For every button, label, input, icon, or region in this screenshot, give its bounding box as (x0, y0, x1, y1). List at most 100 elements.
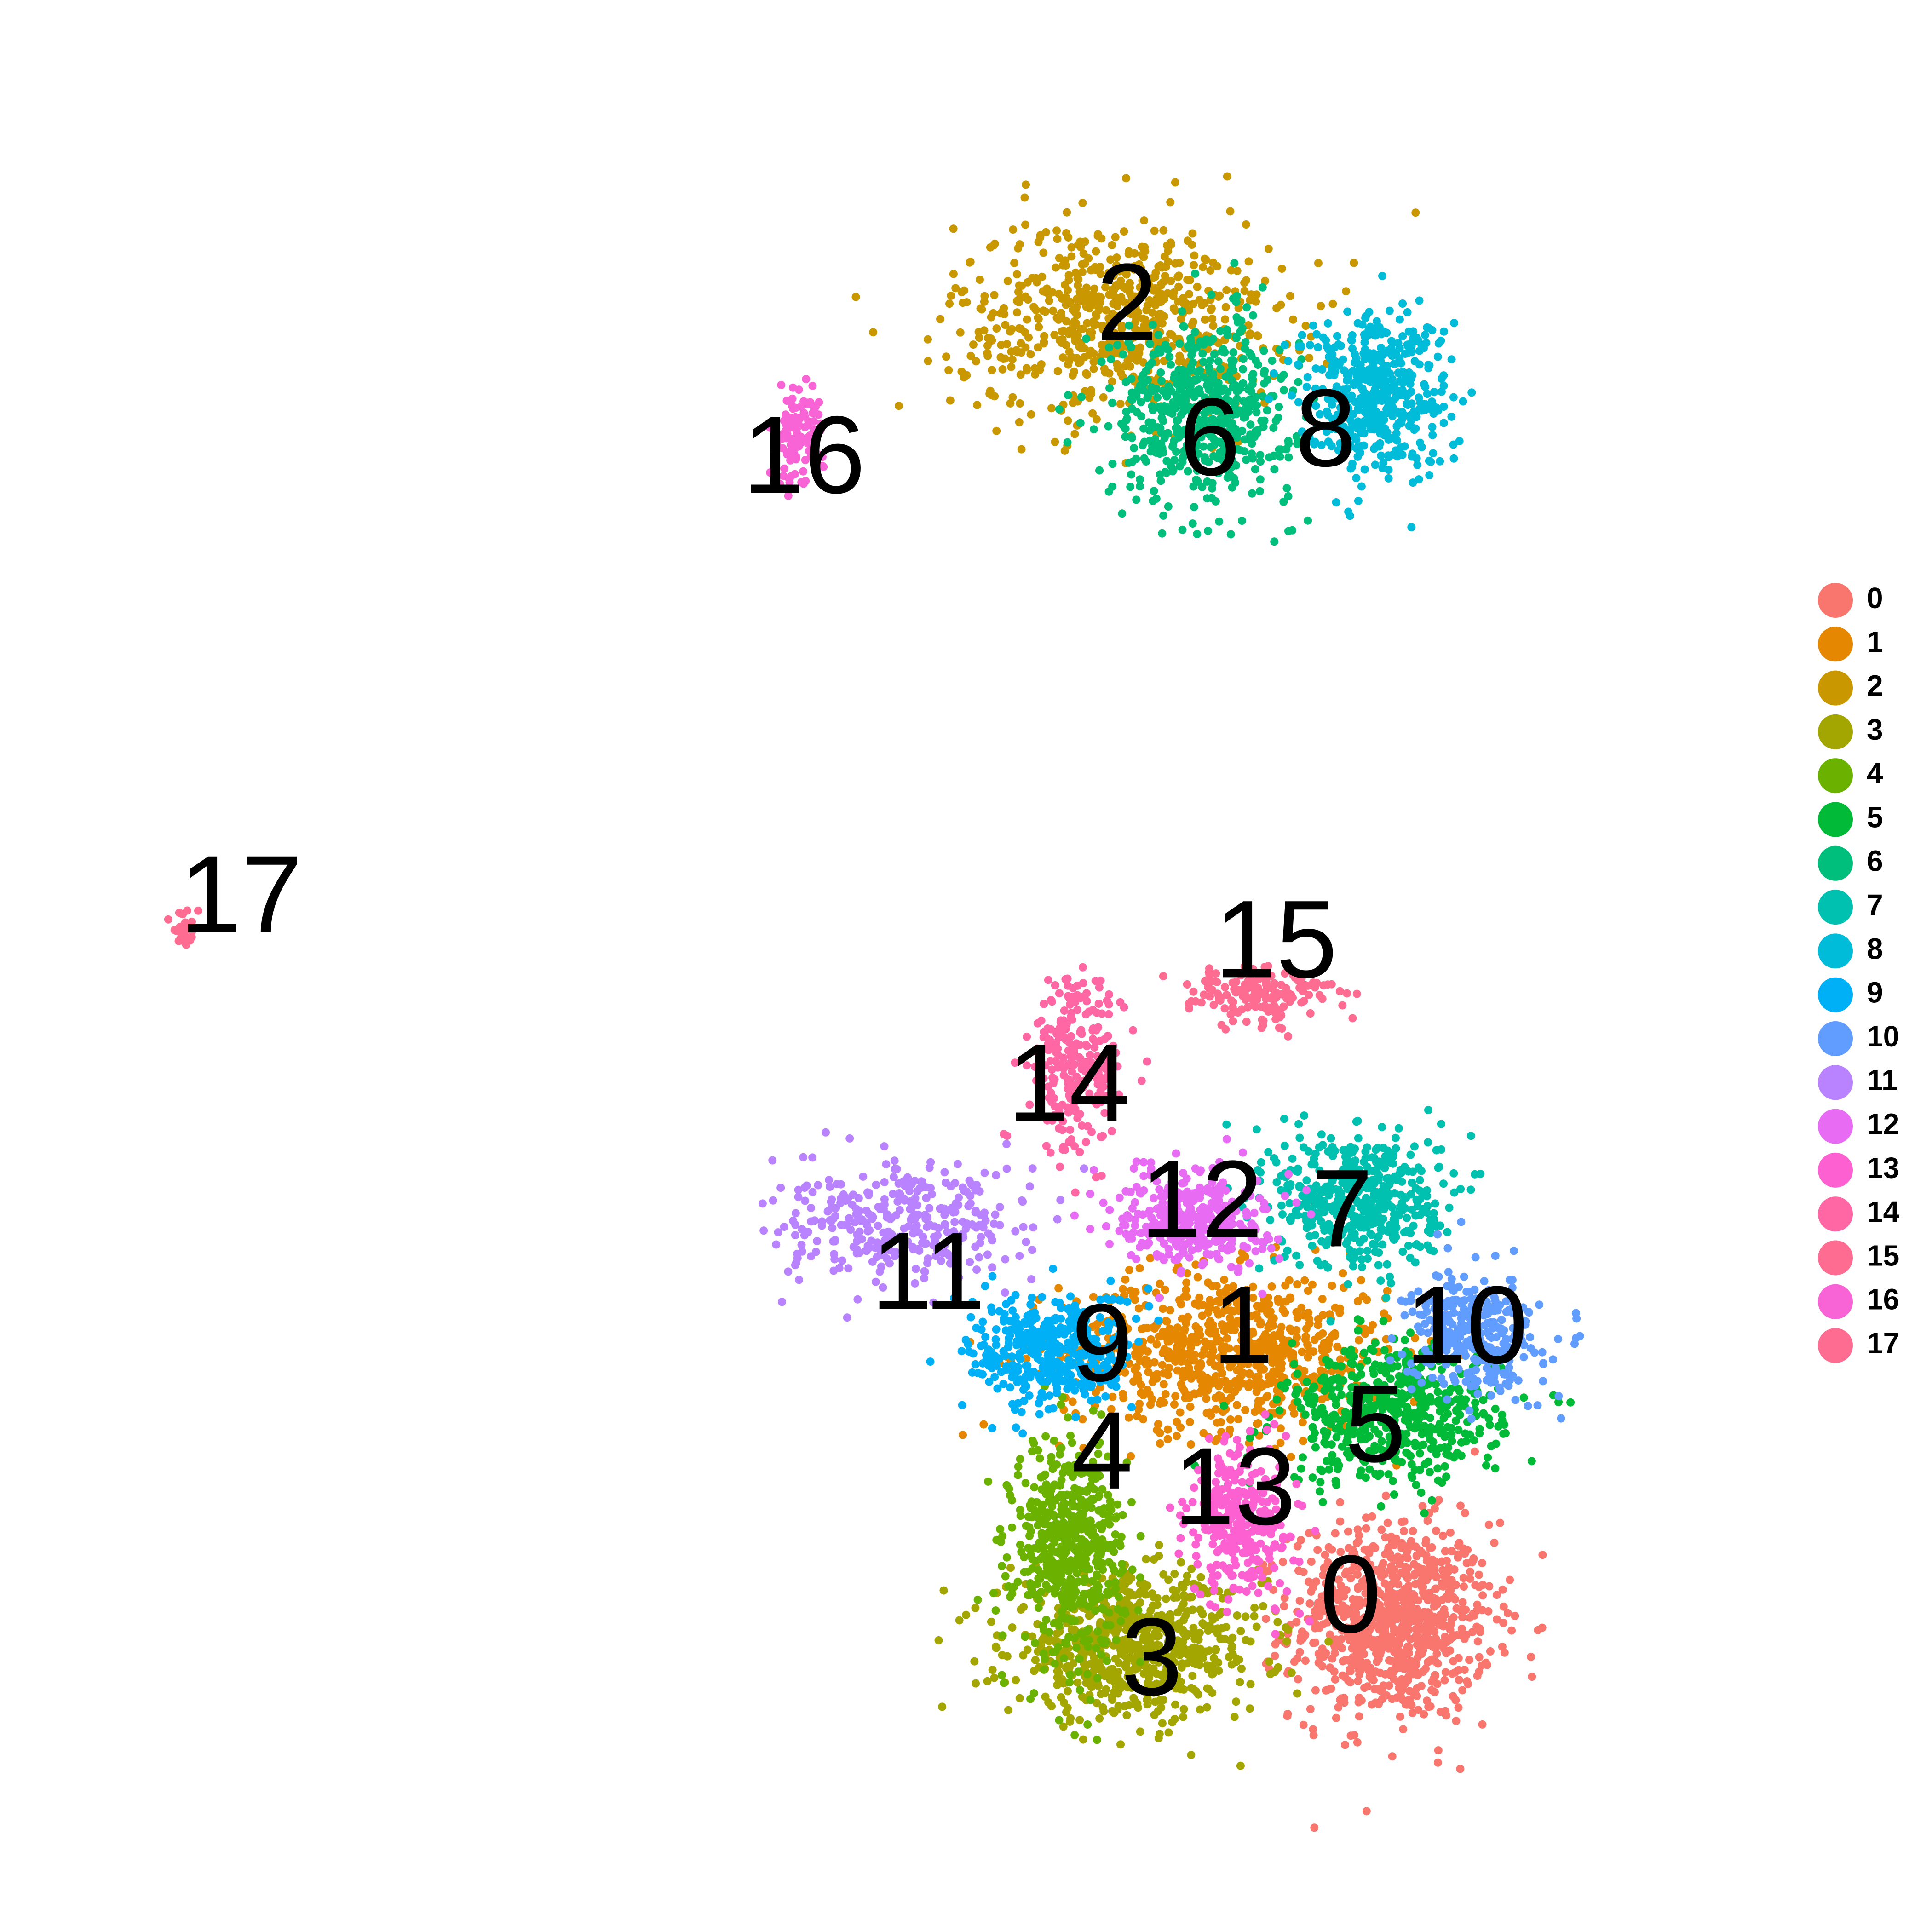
point (1253, 1420, 1261, 1428)
point (1039, 1570, 1048, 1578)
point (1030, 1667, 1039, 1675)
point (1037, 1588, 1046, 1596)
point (1007, 362, 1016, 371)
point (1155, 1552, 1163, 1560)
point (1156, 1439, 1164, 1448)
point (1075, 1655, 1084, 1663)
point (1074, 275, 1083, 284)
point (1005, 1484, 1013, 1493)
point (1031, 1656, 1040, 1664)
point (1452, 1717, 1460, 1725)
point (1041, 228, 1050, 236)
point (1377, 1525, 1386, 1534)
point (1104, 422, 1113, 431)
point (1117, 1312, 1126, 1321)
point (1046, 1522, 1055, 1531)
point (1236, 1678, 1244, 1686)
point (1182, 1286, 1190, 1294)
point (1254, 332, 1262, 340)
point (1092, 1736, 1101, 1744)
point (1202, 1394, 1211, 1403)
point (936, 315, 944, 323)
point (1440, 1605, 1449, 1614)
point (1401, 1605, 1409, 1614)
point (1040, 332, 1048, 340)
point (1411, 1442, 1420, 1450)
point (1380, 1570, 1389, 1579)
point (1527, 1652, 1535, 1661)
point (1175, 339, 1184, 348)
point (1284, 439, 1293, 448)
point (1311, 1686, 1320, 1695)
point (1103, 1656, 1111, 1665)
point (1294, 1120, 1303, 1128)
point (1326, 1630, 1334, 1639)
point (1261, 1615, 1270, 1623)
point (1325, 1465, 1334, 1474)
point (1448, 1437, 1456, 1445)
point (1131, 1349, 1139, 1358)
point (1538, 1551, 1547, 1559)
point (1267, 1282, 1276, 1291)
point (1207, 305, 1215, 314)
point (1456, 1501, 1465, 1510)
point (1129, 1377, 1138, 1386)
point (1310, 1335, 1319, 1344)
point (1212, 1405, 1220, 1414)
point (1433, 1758, 1442, 1767)
point (1161, 1285, 1169, 1294)
point (1156, 368, 1165, 377)
point (1458, 1607, 1466, 1616)
point (1320, 1651, 1328, 1660)
point (1433, 1464, 1442, 1473)
point (1414, 1596, 1422, 1605)
point (1045, 296, 1053, 305)
point (1178, 307, 1186, 316)
point (1173, 1432, 1181, 1440)
point (1288, 1403, 1297, 1412)
point (1452, 1395, 1461, 1404)
point (1334, 1596, 1343, 1604)
point (1040, 1543, 1048, 1552)
point (1176, 1408, 1184, 1417)
point (1449, 1613, 1458, 1622)
point (1119, 1394, 1128, 1403)
point (1196, 1605, 1204, 1614)
point (1293, 1333, 1301, 1342)
point (1328, 1458, 1337, 1467)
point (1458, 1598, 1467, 1607)
point (1269, 1369, 1277, 1378)
point (1208, 1612, 1216, 1621)
point (1222, 286, 1231, 294)
point (1298, 1418, 1307, 1426)
point (1248, 1294, 1257, 1302)
point (1060, 1499, 1069, 1507)
point (1111, 1578, 1120, 1587)
point (1016, 294, 1025, 303)
point (1134, 1304, 1143, 1313)
point (1475, 1429, 1484, 1438)
point (1054, 1284, 1063, 1293)
point (1268, 356, 1276, 365)
point (1016, 399, 1024, 408)
point (1156, 1279, 1164, 1288)
point (1332, 1400, 1340, 1409)
point (1362, 1807, 1371, 1816)
point (1265, 1321, 1274, 1330)
point (1182, 1578, 1191, 1587)
point (1067, 243, 1076, 252)
point (1190, 1389, 1199, 1398)
point (1399, 1725, 1408, 1734)
point (1048, 1465, 1057, 1473)
point (966, 351, 975, 360)
point (1164, 247, 1173, 255)
point (1318, 1644, 1327, 1653)
point (1431, 1444, 1440, 1453)
point (1308, 1280, 1317, 1289)
point (1077, 1538, 1086, 1547)
point (1441, 1668, 1450, 1677)
point (1164, 1728, 1173, 1737)
point (1195, 1325, 1203, 1334)
point (1248, 489, 1256, 498)
point (1096, 1593, 1105, 1601)
